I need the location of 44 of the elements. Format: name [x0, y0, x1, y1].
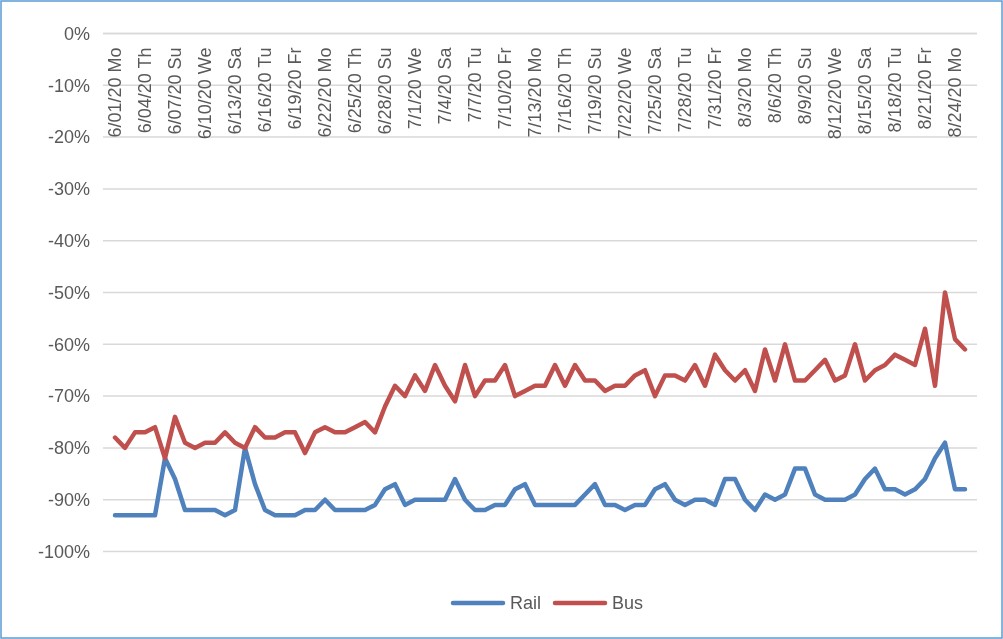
line-series — [112, 440, 968, 518]
x-tick-label: 8/24/20 Mo — [945, 47, 965, 138]
x-tick-label: 6/16/20 Tu — [255, 47, 275, 133]
x-tick-label: 7/13/20 Mo — [525, 47, 545, 138]
y-tick-label: -10% — [47, 75, 90, 96]
x-tick-label: 7/7/20 Tu — [465, 47, 485, 123]
x-tick-label: 6/25/20 Th — [345, 47, 365, 134]
x-tick-label: 8/18/20 Tu — [885, 47, 905, 133]
x-tick-label: 6/13/20 Sa — [225, 46, 245, 135]
y-tick-label: -30% — [47, 179, 90, 200]
x-tick-label: 6/22/20 Mo — [315, 47, 335, 138]
x-tick-label: 6/28/20 Su — [375, 47, 395, 135]
y-tick-label: -70% — [47, 386, 90, 407]
x-tick-label: 7/22/20 We — [615, 47, 635, 140]
x-tick-label: 8/9/20 Su — [795, 47, 815, 125]
y-tick-label: -50% — [47, 282, 90, 303]
x-tick-label: 6/04/20 Th — [135, 47, 155, 134]
x-tick-label: 8/15/20 Sa — [855, 46, 875, 135]
x-tick-label: 6/07/20 Su — [165, 47, 185, 135]
x-tick-label: 7/4/20 Sa — [435, 46, 455, 125]
x-tick-label: 8/3/20 Mo — [735, 47, 755, 128]
legend-label: Bus — [612, 593, 644, 614]
x-tick-label: 7/10/20 Fr — [495, 47, 515, 130]
y-tick-label: -40% — [47, 231, 90, 251]
x-tick-label: 7/25/20 Sa — [645, 46, 665, 135]
y-tick-label: 0% — [63, 23, 90, 44]
y-tick-label: -20% — [47, 127, 90, 148]
legend-label: Rail — [510, 593, 542, 614]
x-tick-label: 8/12/20 We — [825, 47, 845, 140]
x-tick-label: 6/01/20 Mo — [105, 47, 125, 138]
x-tick-label: 7/31/20 Fr — [705, 47, 725, 130]
x-tick-label: 8/6/20 Th — [765, 47, 785, 124]
y-tick-label: -90% — [47, 490, 90, 510]
x-tick-label: 7/1/20 We — [405, 47, 425, 130]
x-tick-label: 7/19/20 Su — [585, 47, 605, 135]
x-tick-label: 7/16/20 Th — [555, 47, 575, 134]
y-tick-label: -80% — [47, 438, 90, 459]
x-tick-label: 6/19/20 Fr — [285, 47, 305, 130]
line-series — [112, 290, 968, 461]
y-tick-label: -100% — [37, 541, 90, 562]
x-tick-label: 8/21/20 Fr — [915, 47, 935, 130]
x-tick-label: 6/10/20 We — [195, 47, 215, 140]
y-tick-label: -60% — [47, 334, 90, 355]
x-tick-label: 7/28/20 Tu — [675, 47, 695, 133]
